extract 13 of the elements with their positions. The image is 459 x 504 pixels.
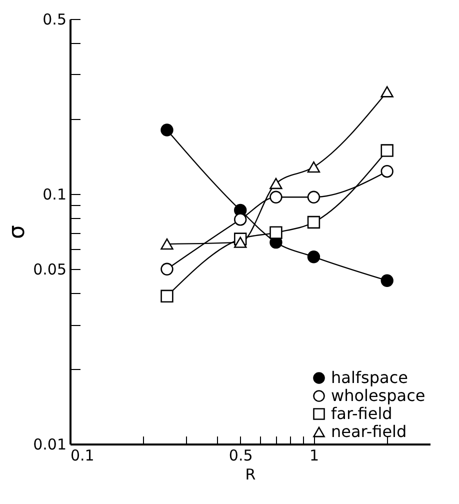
y-tick-label: 0.5 xyxy=(42,10,66,28)
y-tick-label: 0.1 xyxy=(42,185,66,204)
y-tick-label: 0.05 xyxy=(33,260,66,279)
x-tick-label: 0.5 xyxy=(228,446,253,464)
y-axis-title: σ xyxy=(5,224,30,239)
legend-label: wholespace xyxy=(331,386,426,405)
x-tick-label: 1 xyxy=(309,446,319,464)
legend-label: halfspace xyxy=(331,368,408,387)
x-axis-title: R xyxy=(245,466,256,484)
legend-label: near-field xyxy=(331,422,407,441)
y-tick-label: 0.01 xyxy=(33,436,66,454)
x-tick-label: 0.1 xyxy=(70,446,94,464)
legend-label: far-field xyxy=(331,404,392,423)
